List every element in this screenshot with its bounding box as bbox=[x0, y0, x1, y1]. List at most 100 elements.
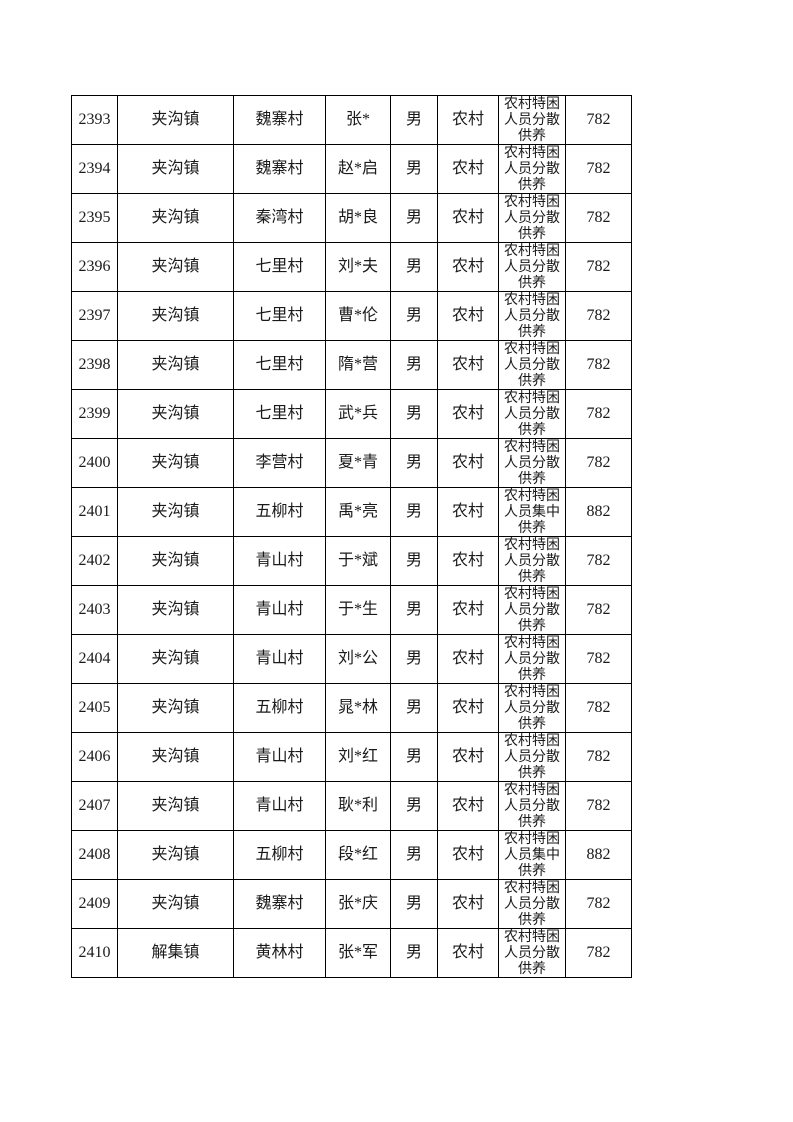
assistance-category-text: 农村特困人员分散供养 bbox=[504, 244, 560, 291]
assistance-category-text: 农村特困人员分散供养 bbox=[504, 440, 560, 487]
cell-gender: 男 bbox=[390, 830, 438, 880]
cell-hukou-type: 农村 bbox=[437, 634, 499, 684]
cell-gender: 男 bbox=[390, 95, 438, 145]
cell-amount: 782 bbox=[565, 683, 632, 733]
cell-seq-number: 2393 bbox=[71, 95, 118, 145]
assistance-category-text: 农村特困人员分散供养 bbox=[504, 636, 560, 683]
cell-amount: 782 bbox=[565, 536, 632, 586]
cell-amount: 782 bbox=[565, 95, 632, 145]
cell-town: 夹沟镇 bbox=[117, 193, 234, 243]
cell-gender: 男 bbox=[390, 389, 438, 439]
cell-amount: 782 bbox=[565, 928, 632, 978]
cell-hukou-type: 农村 bbox=[437, 830, 499, 880]
assistance-category-text: 农村特困人员分散供养 bbox=[504, 783, 560, 830]
cell-amount: 782 bbox=[565, 291, 632, 341]
cell-masked-name: 赵*启 bbox=[325, 144, 391, 194]
table-row: 2398 夹沟镇 七里村 隋*营 男 农村 农村特困人员分散供养 782 bbox=[71, 340, 632, 390]
cell-masked-name: 耿*利 bbox=[325, 781, 391, 831]
assistance-category-text: 农村特困人员分散供养 bbox=[504, 146, 560, 193]
assistance-category-text: 农村特困人员分散供养 bbox=[504, 391, 560, 438]
cell-town: 夹沟镇 bbox=[117, 781, 234, 831]
cell-village: 七里村 bbox=[233, 291, 326, 341]
cell-assistance-category: 农村特困人员分散供养 bbox=[498, 928, 566, 978]
table-row: 2403 夹沟镇 青山村 于*生 男 农村 农村特困人员分散供养 782 bbox=[71, 585, 632, 635]
cell-village: 魏寨村 bbox=[233, 879, 326, 929]
cell-assistance-category: 农村特困人员分散供养 bbox=[498, 879, 566, 929]
cell-gender: 男 bbox=[390, 193, 438, 243]
assistance-category-text: 农村特困人员分散供养 bbox=[504, 342, 560, 389]
table-row: 2401 夹沟镇 五柳村 禹*亮 男 农村 农村特困人员集中供养 882 bbox=[71, 487, 632, 537]
cell-village: 黄林村 bbox=[233, 928, 326, 978]
cell-seq-number: 2400 bbox=[71, 438, 118, 488]
cell-seq-number: 2402 bbox=[71, 536, 118, 586]
cell-gender: 男 bbox=[390, 291, 438, 341]
cell-hukou-type: 农村 bbox=[437, 928, 499, 978]
cell-amount: 782 bbox=[565, 144, 632, 194]
cell-town: 夹沟镇 bbox=[117, 144, 234, 194]
cell-seq-number: 2408 bbox=[71, 830, 118, 880]
cell-village: 魏寨村 bbox=[233, 95, 326, 145]
cell-gender: 男 bbox=[390, 340, 438, 390]
cell-town: 解集镇 bbox=[117, 928, 234, 978]
cell-hukou-type: 农村 bbox=[437, 879, 499, 929]
cell-masked-name: 张*庆 bbox=[325, 879, 391, 929]
cell-amount: 782 bbox=[565, 634, 632, 684]
cell-hukou-type: 农村 bbox=[437, 389, 499, 439]
cell-gender: 男 bbox=[390, 781, 438, 831]
cell-gender: 男 bbox=[390, 585, 438, 635]
cell-gender: 男 bbox=[390, 879, 438, 929]
cell-hukou-type: 农村 bbox=[437, 95, 499, 145]
assistance-category-text: 农村特困人员分散供养 bbox=[504, 293, 560, 340]
cell-assistance-category: 农村特困人员分散供养 bbox=[498, 683, 566, 733]
table-row: 2395 夹沟镇 秦湾村 胡*良 男 农村 农村特困人员分散供养 782 bbox=[71, 193, 632, 243]
cell-amount: 782 bbox=[565, 732, 632, 782]
cell-masked-name: 胡*良 bbox=[325, 193, 391, 243]
cell-gender: 男 bbox=[390, 144, 438, 194]
cell-town: 夹沟镇 bbox=[117, 585, 234, 635]
cell-town: 夹沟镇 bbox=[117, 438, 234, 488]
cell-assistance-category: 农村特困人员分散供养 bbox=[498, 340, 566, 390]
cell-seq-number: 2410 bbox=[71, 928, 118, 978]
cell-masked-name: 刘*夫 bbox=[325, 242, 391, 292]
table-row: 2394 夹沟镇 魏寨村 赵*启 男 农村 农村特困人员分散供养 782 bbox=[71, 144, 632, 194]
table-row: 2406 夹沟镇 青山村 刘*红 男 农村 农村特困人员分散供养 782 bbox=[71, 732, 632, 782]
cell-seq-number: 2398 bbox=[71, 340, 118, 390]
cell-assistance-category: 农村特困人员分散供养 bbox=[498, 242, 566, 292]
assistance-category-text: 农村特困人员分散供养 bbox=[504, 881, 560, 928]
assistance-category-text: 农村特困人员分散供养 bbox=[504, 538, 560, 585]
cell-hukou-type: 农村 bbox=[437, 242, 499, 292]
cell-assistance-category: 农村特困人员分散供养 bbox=[498, 732, 566, 782]
cell-hukou-type: 农村 bbox=[437, 781, 499, 831]
assistance-category-text: 农村特困人员分散供养 bbox=[504, 587, 560, 634]
cell-seq-number: 2406 bbox=[71, 732, 118, 782]
table-row: 2410 解集镇 黄林村 张*军 男 农村 农村特困人员分散供养 782 bbox=[71, 928, 632, 978]
cell-masked-name: 刘*红 bbox=[325, 732, 391, 782]
cell-village: 魏寨村 bbox=[233, 144, 326, 194]
cell-town: 夹沟镇 bbox=[117, 242, 234, 292]
cell-village: 七里村 bbox=[233, 340, 326, 390]
cell-assistance-category: 农村特困人员分散供养 bbox=[498, 438, 566, 488]
cell-seq-number: 2405 bbox=[71, 683, 118, 733]
cell-hukou-type: 农村 bbox=[437, 585, 499, 635]
cell-seq-number: 2396 bbox=[71, 242, 118, 292]
cell-village: 七里村 bbox=[233, 389, 326, 439]
cell-masked-name: 夏*青 bbox=[325, 438, 391, 488]
cell-amount: 782 bbox=[565, 193, 632, 243]
cell-town: 夹沟镇 bbox=[117, 634, 234, 684]
table-row: 2407 夹沟镇 青山村 耿*利 男 农村 农村特困人员分散供养 782 bbox=[71, 781, 632, 831]
cell-seq-number: 2407 bbox=[71, 781, 118, 831]
cell-seq-number: 2403 bbox=[71, 585, 118, 635]
cell-assistance-category: 农村特困人员分散供养 bbox=[498, 634, 566, 684]
cell-assistance-category: 农村特困人员分散供养 bbox=[498, 536, 566, 586]
table-row: 2405 夹沟镇 五柳村 晁*林 男 农村 农村特困人员分散供养 782 bbox=[71, 683, 632, 733]
cell-masked-name: 曹*伦 bbox=[325, 291, 391, 341]
cell-amount: 782 bbox=[565, 242, 632, 292]
cell-masked-name: 张* bbox=[325, 95, 391, 145]
cell-village: 青山村 bbox=[233, 634, 326, 684]
cell-town: 夹沟镇 bbox=[117, 389, 234, 439]
cell-gender: 男 bbox=[390, 438, 438, 488]
cell-masked-name: 段*红 bbox=[325, 830, 391, 880]
table-row: 2399 夹沟镇 七里村 武*兵 男 农村 农村特困人员分散供养 782 bbox=[71, 389, 632, 439]
cell-assistance-category: 农村特困人员分散供养 bbox=[498, 95, 566, 145]
